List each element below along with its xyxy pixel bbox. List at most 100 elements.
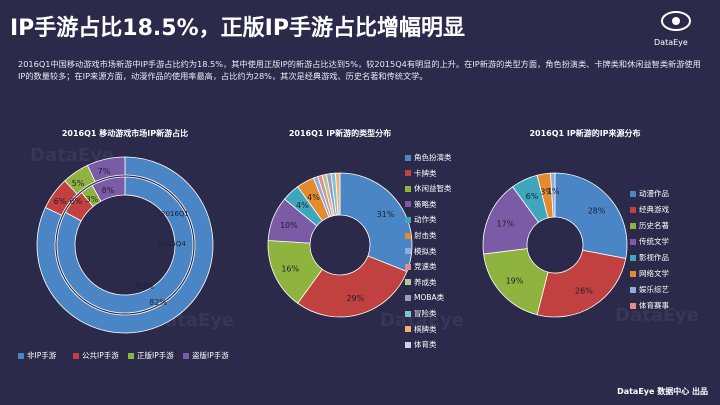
- watermark: DataEye: [615, 305, 700, 326]
- page-title: IP手游占比18.5%，正版IP手游占比增幅明显: [10, 16, 465, 41]
- chart1-data-label: 8%: [102, 186, 115, 195]
- legend2-item: 角色扮演类: [405, 152, 452, 163]
- chart1-data-label: 5%: [72, 179, 85, 188]
- chart3-data-label: 28%: [588, 207, 606, 216]
- legend-label: 经典游戏: [639, 205, 669, 214]
- legend3-item: 娱乐综艺: [630, 284, 669, 295]
- chart3-data-label: 1%: [547, 187, 560, 196]
- legend-swatch: [630, 254, 636, 261]
- legend-swatch: [73, 352, 79, 359]
- legend1-item: 公共IP手游: [73, 350, 119, 361]
- chart2-slice: [335, 172, 341, 216]
- legend2-item: 模拟类: [405, 246, 437, 257]
- legend-label: 正版IP手游: [137, 351, 174, 360]
- legend-swatch: [630, 302, 636, 309]
- chart2-data-label: 16%: [281, 264, 299, 273]
- chart1-data-label: 83%: [136, 282, 154, 291]
- chart2-data-label: 29%: [346, 294, 364, 303]
- legend3-item: 传统文学: [630, 236, 669, 247]
- legend-swatch: [405, 248, 411, 255]
- legend-label: 棋牌类: [414, 324, 437, 334]
- legend1-item: 盗版IP手游: [183, 350, 229, 361]
- chart1-data-label: 7%: [98, 167, 111, 176]
- legend-swatch: [405, 341, 411, 348]
- legend-label: 角色扮演类: [414, 153, 452, 162]
- legend2-item: 休闲益智类: [405, 183, 452, 194]
- legend-label: 体育赛事: [639, 301, 669, 310]
- chart3-slice: [536, 249, 627, 318]
- legend-label: 休闲益智类: [414, 184, 452, 194]
- legend-swatch: [405, 201, 411, 208]
- legend-swatch: [630, 270, 636, 277]
- legend-label: 卡牌类: [414, 168, 437, 178]
- chart1-title: 2016Q1 移动游戏市场IP新游占比: [61, 129, 189, 138]
- chart3-data-label: 17%: [497, 220, 515, 229]
- legend-label: 射击类: [414, 231, 437, 240]
- legend-swatch: [128, 352, 134, 359]
- legend-swatch: [405, 279, 411, 286]
- legend3-item: 经典游戏: [630, 204, 669, 215]
- legend3-item: 影视作品: [630, 252, 669, 263]
- chart2-data-label: 10%: [280, 221, 298, 230]
- chart3-slice: [483, 248, 549, 316]
- legend3-item: 体育赛事: [630, 300, 669, 311]
- chart3-data-label: 26%: [575, 287, 593, 296]
- legend-label: 动漫作品: [639, 189, 669, 198]
- legend2-item: 动作类: [405, 214, 437, 225]
- legend-swatch: [630, 238, 636, 245]
- legend2-item: 竞速类: [405, 261, 437, 272]
- chart3-slice: [554, 172, 628, 259]
- legend-swatch: [405, 170, 411, 177]
- legend-label: 体育类: [414, 340, 437, 350]
- legend-label: 娱乐综艺: [639, 285, 669, 294]
- legend-swatch: [405, 185, 411, 192]
- chart2-data-label: 4%: [296, 201, 309, 210]
- legend-swatch: [630, 286, 636, 293]
- legend-label: 模拟类: [414, 246, 437, 256]
- chart2-slice: [339, 172, 413, 273]
- chart3-data-label: 3%: [540, 188, 553, 197]
- logo-text: DataEye: [654, 38, 688, 47]
- legend-label: 竞速类: [414, 262, 437, 272]
- chart1-inner-slice: [56, 176, 194, 314]
- legend3-item: 动漫作品: [630, 188, 669, 199]
- chart1-data-label: 6%: [70, 197, 83, 206]
- chart2-title: 2016Q1 IP新游的类型分布: [288, 129, 392, 138]
- legend2-item: 养成类: [405, 277, 437, 288]
- watermark: DataEye: [30, 145, 115, 166]
- legend-label: 传统文学: [639, 237, 669, 246]
- legend-label: 历史名著: [639, 221, 669, 230]
- chart2-data-label: 31%: [377, 210, 395, 219]
- legend-swatch: [405, 263, 411, 270]
- chart1-ring-label: 2016Q1: [161, 210, 189, 218]
- eye-icon: [661, 11, 691, 31]
- legend1-item: 非IP手游: [18, 350, 56, 361]
- legend2-item: 策略类: [405, 199, 437, 210]
- legend-swatch: [405, 232, 411, 239]
- chart1-data-label: 82%: [149, 298, 167, 307]
- legend-label: 公共IP手游: [82, 351, 119, 360]
- legend-label: 网络文学: [639, 269, 669, 278]
- legend-swatch: [630, 206, 636, 213]
- legend-label: 影视作品: [639, 253, 669, 262]
- chart3-title: 2016Q1 IP新游的IP来源分布: [529, 129, 641, 138]
- legend-label: 盗版IP手游: [192, 351, 229, 360]
- chart3-data-label: 19%: [506, 277, 524, 286]
- legend-swatch: [405, 326, 411, 333]
- legend-label: 冒险类: [414, 309, 437, 318]
- dataeye-logo: DataEye: [646, 8, 706, 48]
- legend-label: 策略类: [414, 199, 437, 209]
- legend-swatch: [183, 352, 189, 359]
- legend2-item: 体育类: [405, 339, 437, 350]
- legend2-item: 卡牌类: [405, 168, 437, 179]
- chart1-inner-slice: [91, 176, 126, 202]
- legend2-item: 冒险类: [405, 308, 437, 319]
- legend-swatch: [405, 294, 411, 301]
- legend-swatch: [630, 222, 636, 229]
- chart3-data-label: 6%: [526, 192, 539, 201]
- legend2-item: 棋牌类: [405, 324, 437, 335]
- chart2-slice: [297, 255, 408, 318]
- legend-swatch: [405, 216, 411, 223]
- chart1-ring-label: 2015Q4: [158, 240, 186, 248]
- legend2-item: MOBA类: [405, 292, 444, 303]
